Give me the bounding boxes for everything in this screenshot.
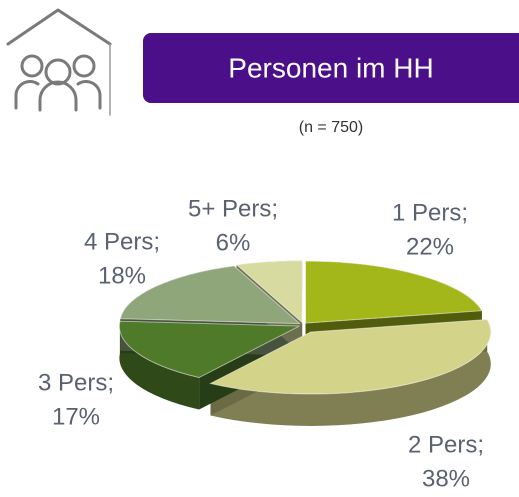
pie-slice: [235, 260, 303, 324]
slice-label: 3 Pers;: [38, 369, 114, 396]
slice-value-label: 22%: [406, 233, 454, 260]
slice-label: 1 Pers;: [392, 199, 468, 226]
pie-slice: [305, 260, 483, 324]
slice-side: [210, 319, 491, 426]
slice-value-label: 18%: [98, 262, 146, 289]
slice-value-label: 17%: [52, 403, 100, 430]
title-box: [143, 33, 519, 103]
slice-label: 2 Pers;: [408, 431, 484, 458]
household-icon: [6, 8, 112, 116]
pie-slice: [209, 319, 492, 395]
slice-value-label: 6%: [216, 229, 251, 256]
slice-label: 4 Pers;: [84, 228, 160, 255]
pie-slice: [118, 320, 300, 379]
chart-title: Personen im HH: [228, 52, 433, 83]
chart-subtitle: (n = 750): [299, 119, 363, 136]
slice-value-label: 38%: [422, 465, 470, 492]
slice-label: 5+ Pers;: [188, 195, 278, 222]
pie-slice: [119, 265, 302, 325]
